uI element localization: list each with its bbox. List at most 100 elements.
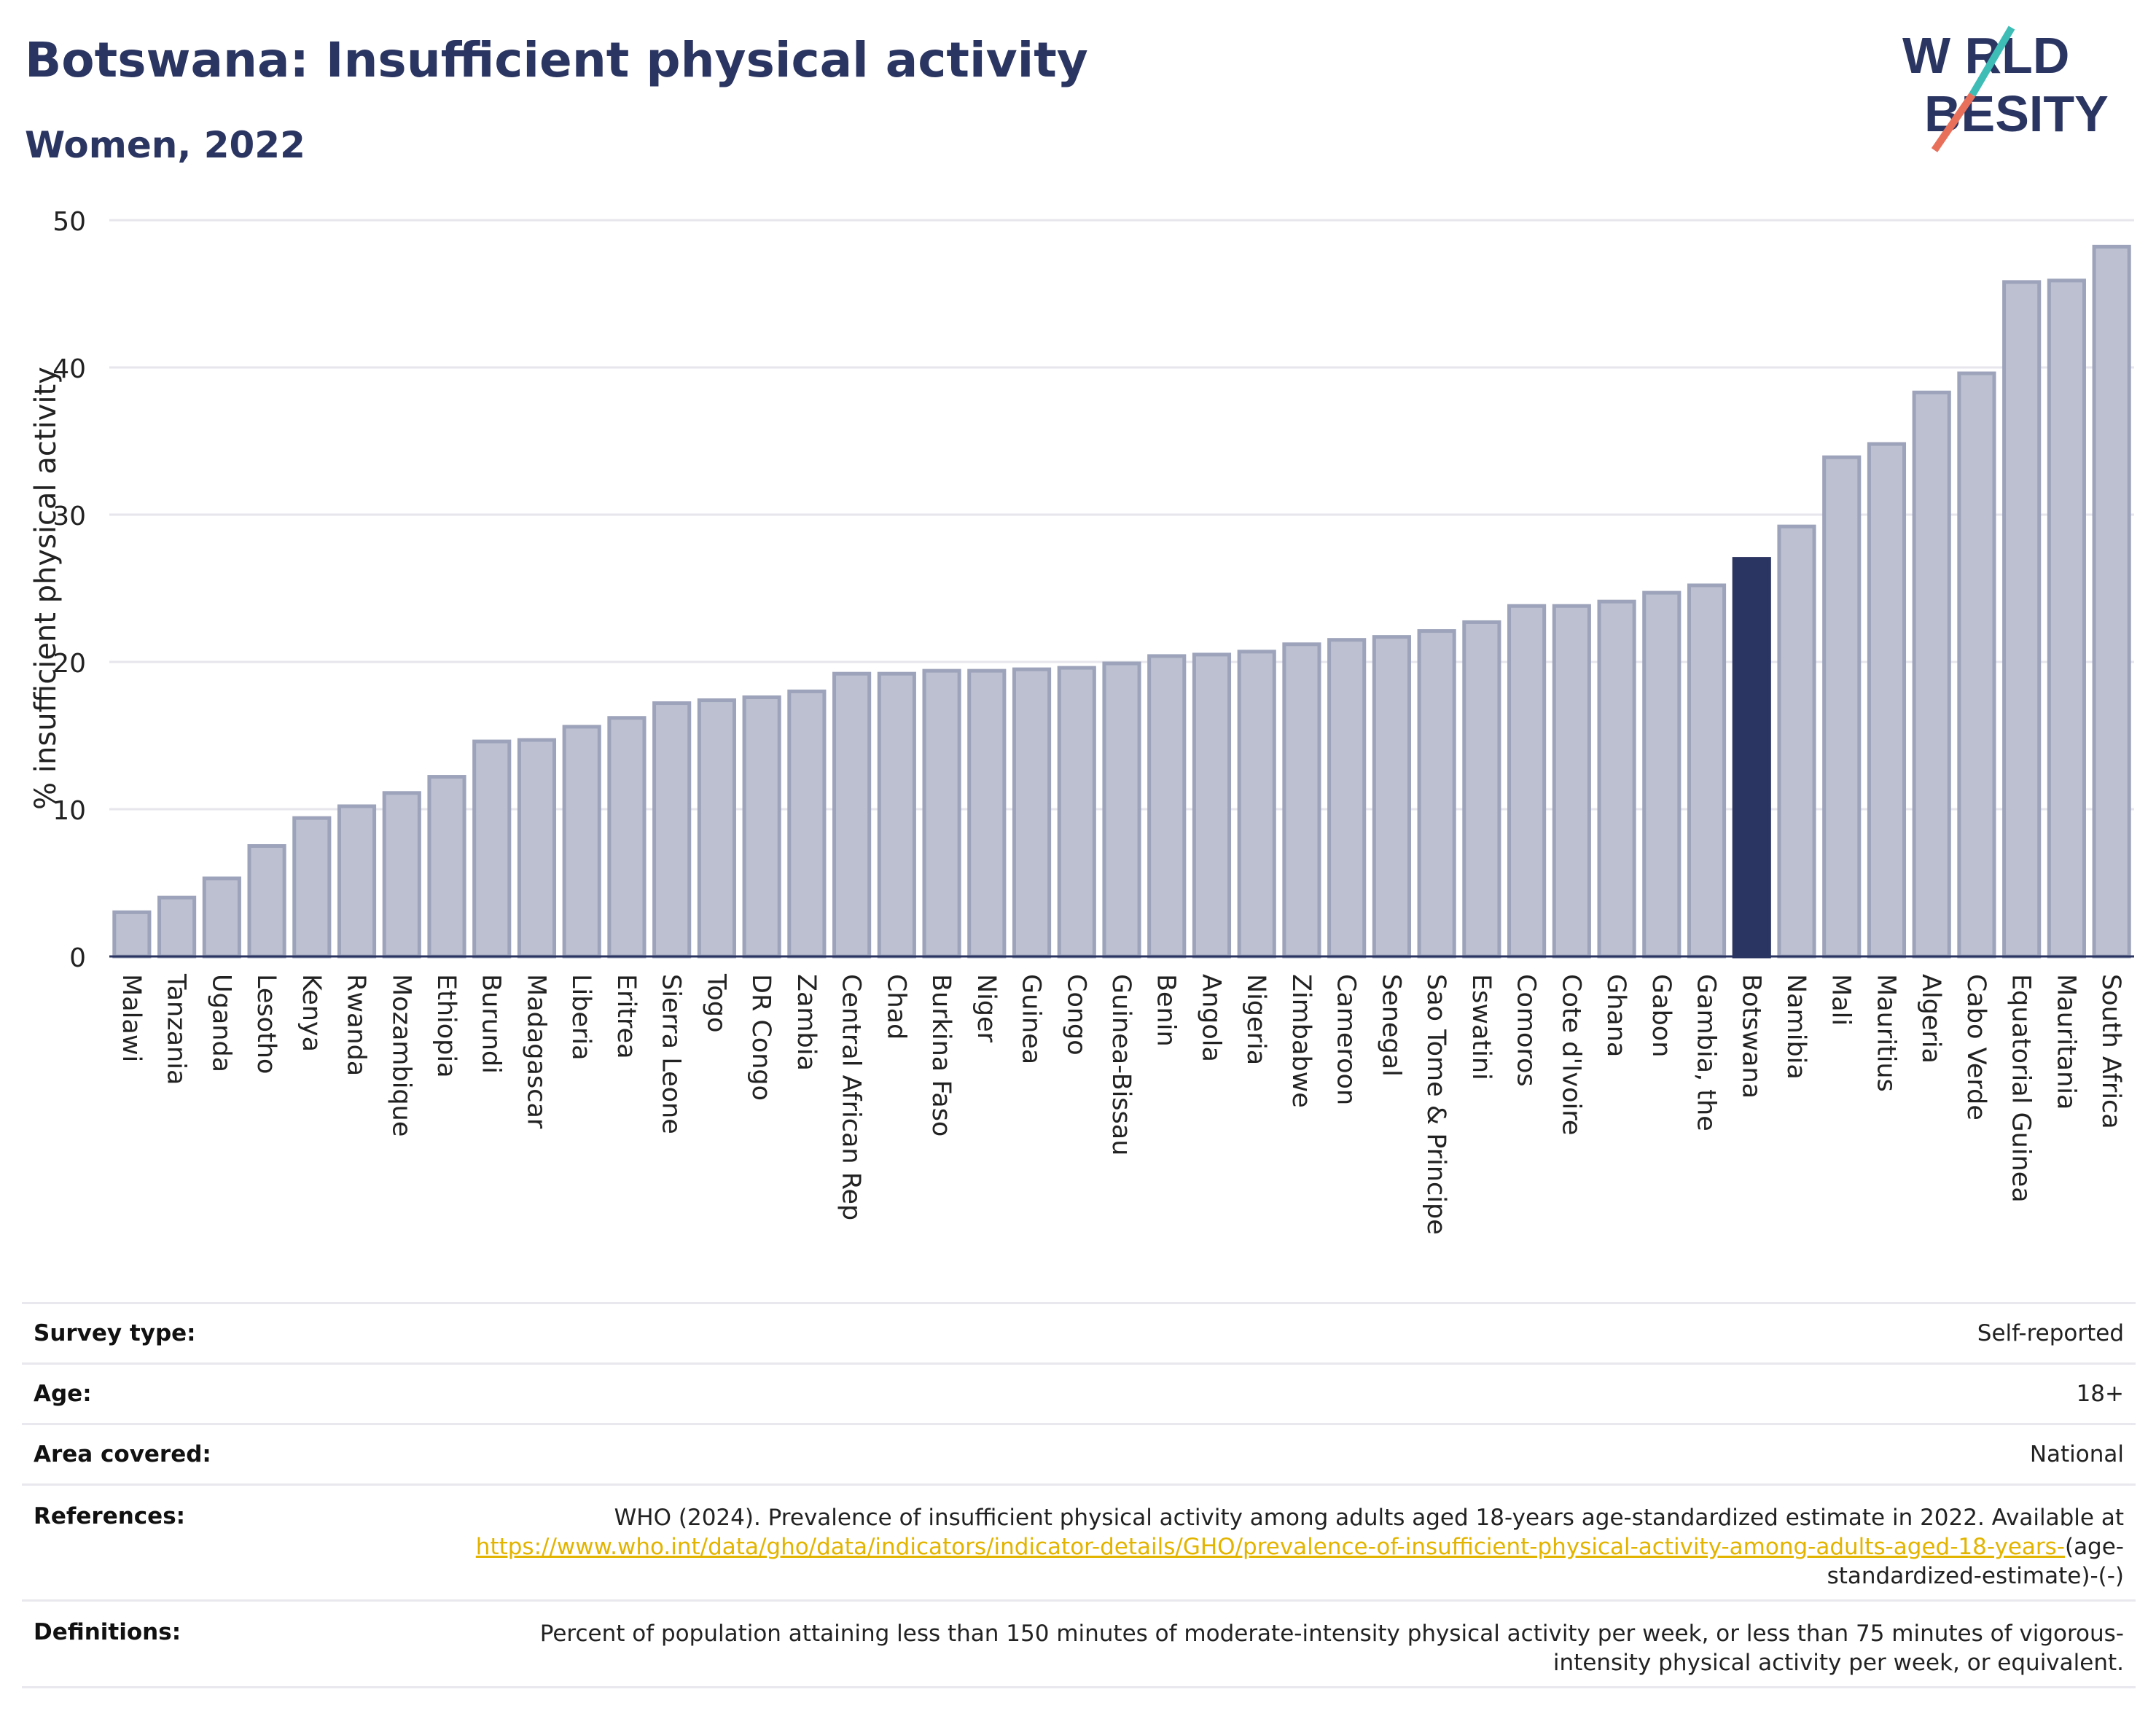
survey-type-value: Self-reported: [1977, 1320, 2124, 1346]
world-obesity-logo: W RLD BESITY: [1902, 26, 2109, 152]
x-tick-label: Zimbabwe: [1286, 974, 1316, 1108]
bar-eritrea: [607, 716, 647, 959]
bar-kenya: [292, 816, 332, 959]
bar-cote-d-ivoire: [1552, 604, 1591, 959]
bar-central-african-rep: [832, 671, 872, 959]
survey-type-label: Survey type:: [34, 1320, 196, 1346]
x-tick-label: Liberia: [566, 974, 595, 1061]
bar-benin: [1147, 654, 1187, 959]
references-suffix: (age-standardized-estimate)-(-): [1827, 1534, 2124, 1589]
definitions-label: Definitions:: [34, 1619, 181, 1645]
details-table: Survey type: Self-reported Age: 18+ Area…: [22, 1302, 2136, 1688]
references-link[interactable]: https://www.who.int/data/gho/data/indica…: [475, 1534, 2065, 1560]
bar-angola: [1192, 652, 1232, 959]
x-tick-label: Congo: [1061, 974, 1090, 1056]
x-tick-label: Guinea: [1017, 974, 1046, 1064]
y-axis-label: % insufficient physical activity: [29, 367, 63, 810]
logo-line2: BESITY: [1924, 85, 2109, 142]
logo-slash-teal: [1969, 26, 2015, 97]
definitions-value: Percent of population attaining less tha…: [539, 1621, 2124, 1676]
x-tick-label: Tanzania: [162, 973, 191, 1085]
x-tick-label: Benin: [1152, 974, 1181, 1047]
x-tick-label: Togo: [701, 973, 730, 1032]
x-tick-label: Uganda: [206, 974, 235, 1072]
bar-mozambique: [382, 791, 421, 959]
x-tick-label: Lesotho: [251, 974, 281, 1074]
x-tick-label: Rwanda: [342, 974, 371, 1076]
x-tick-label: Ghana: [1601, 974, 1630, 1057]
bar-sierra-leone: [652, 701, 692, 959]
x-tick-label: Cameroon: [1332, 974, 1361, 1105]
age-label: Age:: [34, 1381, 92, 1407]
y-tick-label: 20: [52, 649, 86, 679]
bar-lesotho: [247, 844, 286, 959]
bar-congo: [1057, 666, 1096, 959]
bar-guinea-bissau: [1102, 661, 1141, 959]
definitions-row: Definitions: Percent of population attai…: [22, 1599, 2136, 1688]
bar-ethiopia: [427, 775, 466, 959]
y-tick-label: 10: [52, 796, 86, 826]
bar-sao-tome-principe: [1417, 629, 1456, 959]
bar-mali: [1822, 455, 1862, 959]
age-value: 18+: [2076, 1381, 2124, 1407]
x-tick-label: Ethiopia: [431, 974, 461, 1078]
logo-slash-coral: [1931, 93, 1976, 152]
bar-mauritania: [2047, 278, 2086, 959]
bar-zimbabwe: [1282, 642, 1321, 959]
bar-nigeria: [1237, 650, 1276, 959]
bar-burundi: [472, 739, 512, 959]
y-axis-ticks: 0 10 20 30 40 50: [52, 207, 86, 973]
bar-cameroon: [1327, 638, 1367, 959]
area-value: National: [2029, 1441, 2124, 1467]
x-tick-label: Sierra Leone: [657, 974, 686, 1134]
x-tick-label: Kenya: [297, 974, 326, 1052]
bar-ghana: [1597, 599, 1636, 959]
x-tick-label: Burkina Faso: [926, 974, 956, 1136]
x-tick-label: Namibia: [1781, 974, 1811, 1080]
x-tick-label: Algeria: [1916, 974, 1945, 1064]
x-tick-label: Mali: [1827, 974, 1856, 1026]
bar-tanzania: [157, 895, 197, 959]
x-tick-label: Senegal: [1376, 974, 1405, 1077]
bar-cabo-verde: [1957, 371, 1996, 959]
y-tick-label: 0: [69, 943, 86, 973]
x-tick-label: South Africa: [2096, 974, 2125, 1129]
y-tick-label: 50: [52, 207, 86, 237]
x-tick-label: Mauritius: [1871, 974, 1900, 1092]
bar-uganda: [202, 876, 241, 959]
x-tick-label: Sao Tome & Principe: [1421, 974, 1450, 1235]
bar-botswana: [1732, 557, 1771, 959]
bar-zambia: [787, 689, 827, 959]
page-title: Botswana: Insufficient physical activity: [25, 32, 1088, 88]
area-row: Area covered: National: [22, 1423, 2136, 1483]
x-tick-label: Guinea-Bissau: [1106, 974, 1136, 1155]
bar-namibia: [1777, 524, 1816, 959]
bar-burkina-faso: [922, 668, 961, 959]
x-tick-label: Eritrea: [612, 974, 641, 1059]
age-row: Age: 18+: [22, 1362, 2136, 1423]
x-tick-label: Mauritania: [2051, 974, 2080, 1110]
bar-chart: 0 10 20 30 40 50 Malawi Tanzania Uganda Lesotho K…: [29, 207, 2134, 1235]
bar-algeria: [1912, 390, 1951, 959]
bar-liberia: [562, 725, 601, 959]
x-tick-label: Eswatini: [1466, 974, 1496, 1080]
x-tick-label: Cote d'Ivoire: [1556, 974, 1585, 1135]
x-tick-label: Gambia, the: [1692, 974, 1721, 1131]
bar-niger: [967, 668, 1007, 959]
x-tick-label: Malawi: [117, 974, 146, 1062]
bar-chad: [877, 671, 916, 959]
bar-mauritius: [1867, 442, 1907, 959]
bar-rwanda: [337, 804, 377, 959]
bar-dr-congo: [742, 695, 781, 959]
x-tick-label: Equatorial Guinea: [2007, 974, 2036, 1203]
references-label: References:: [34, 1503, 186, 1529]
chart-bars: [112, 244, 2131, 959]
x-tick-label: Niger: [972, 974, 1001, 1043]
x-tick-label: Zambia: [792, 974, 821, 1071]
x-tick-label: Burundi: [477, 974, 506, 1074]
bar-senegal: [1372, 635, 1411, 959]
survey-type-row: Survey type: Self-reported: [22, 1302, 2136, 1362]
bar-guinea: [1012, 667, 1052, 959]
x-tick-label: Madagascar: [521, 974, 550, 1129]
x-tick-label: Central African Rep: [837, 974, 866, 1220]
